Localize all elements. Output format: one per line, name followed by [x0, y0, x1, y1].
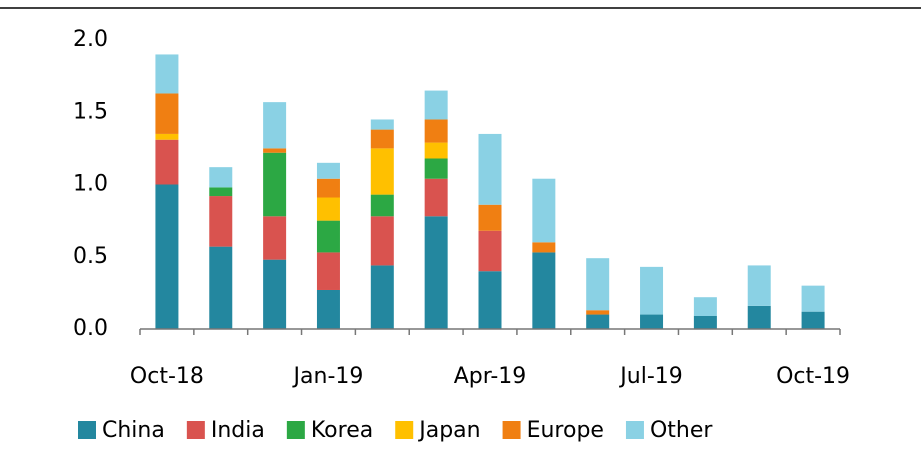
legend-label: Japan: [417, 418, 480, 443]
bar-segment: [693, 297, 717, 316]
bar-segment: [316, 289, 340, 329]
bar-segment: [209, 246, 233, 329]
bar-segment: [370, 129, 394, 149]
bar-segment: [747, 305, 771, 329]
legend-label: Europe: [527, 418, 604, 443]
x-tick-label: Apr-19: [454, 364, 527, 389]
bar-segment: [263, 152, 287, 217]
x-tick-label: Jan-19: [292, 364, 364, 389]
bar-segment: [316, 197, 340, 221]
bar-segment: [263, 259, 287, 329]
bar-segment: [370, 148, 394, 195]
legend-swatch: [286, 421, 305, 439]
bar-segment: [478, 230, 502, 272]
bar-segment: [316, 252, 340, 290]
x-tick-label: Oct-18: [130, 364, 204, 389]
bar-segment: [370, 194, 394, 217]
legend-label: Korea: [311, 418, 373, 443]
bar-segment: [263, 148, 287, 153]
legend-swatch: [502, 421, 521, 439]
bar-segment: [801, 311, 825, 329]
legend-swatch: [625, 421, 644, 439]
bar-segment: [532, 252, 556, 329]
bar-segment: [640, 266, 664, 315]
bar-segment: [155, 184, 179, 329]
bar-segment: [209, 167, 233, 188]
bar-segment: [478, 204, 502, 231]
y-tick-label: 0.5: [73, 244, 108, 269]
bar-segment: [209, 196, 233, 247]
bar-segment: [478, 133, 502, 205]
bar-segment: [424, 142, 448, 159]
legend-label: Other: [650, 418, 713, 443]
bar-segment: [532, 178, 556, 243]
bar-segment: [316, 220, 340, 253]
bar-segment: [155, 133, 179, 140]
y-tick-label: 2.0: [73, 27, 108, 52]
legend-label: China: [102, 418, 165, 443]
bar-segment: [532, 242, 556, 253]
bar-segment: [424, 178, 448, 217]
bar-segment: [370, 216, 394, 266]
bar-segment: [586, 310, 610, 315]
bar-segment: [209, 187, 233, 197]
bar-segment: [370, 265, 394, 329]
y-tick-label: 1.0: [73, 172, 108, 197]
legend-swatch: [186, 421, 205, 439]
y-tick-label: 0.0: [73, 316, 108, 341]
bar-segment: [747, 265, 771, 306]
legend-label: India: [211, 418, 265, 443]
bar-segment: [424, 216, 448, 329]
bar-segment: [263, 216, 287, 260]
bar-segment: [263, 102, 287, 149]
x-tick-label: Jul-19: [618, 364, 682, 389]
bar-segment: [424, 119, 448, 143]
y-tick-label: 1.5: [73, 99, 108, 124]
x-tick-label: Oct-19: [776, 364, 850, 389]
bar-segment: [424, 158, 448, 179]
legend-swatch: [78, 421, 96, 439]
bar-segment: [801, 285, 825, 312]
bar-segment: [478, 271, 502, 329]
bar-segment: [155, 93, 179, 134]
bar-segment: [586, 258, 610, 311]
bar-segment: [640, 314, 664, 329]
bar-segment: [424, 90, 448, 120]
bar-segment: [316, 178, 340, 198]
bar-segment: [586, 314, 610, 329]
legend-swatch: [395, 421, 414, 439]
bar-segment: [370, 119, 394, 130]
bar-segment: [693, 315, 717, 329]
bar-segment: [316, 162, 340, 179]
bar-segment: [155, 139, 179, 185]
bar-segment: [155, 54, 179, 94]
